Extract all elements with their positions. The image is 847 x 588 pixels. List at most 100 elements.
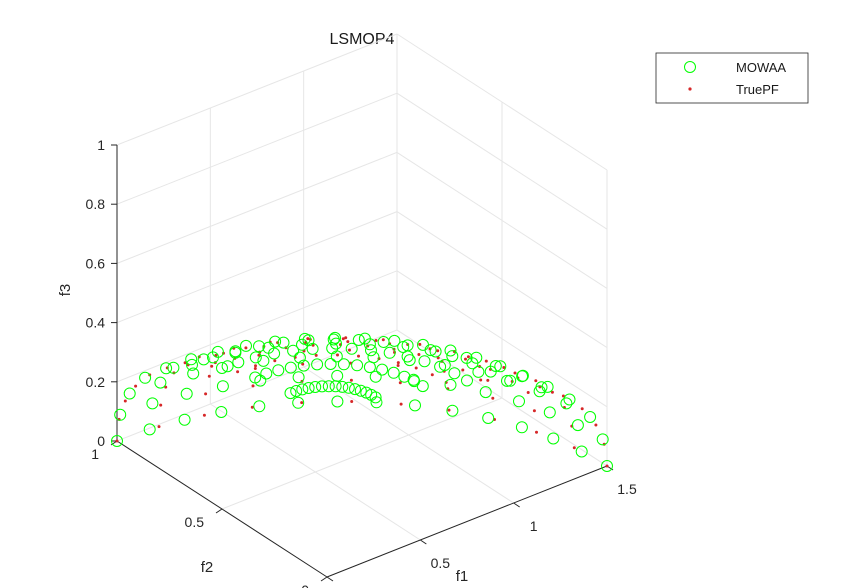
mowaa-point [377, 336, 390, 348]
mowaa-point [438, 359, 451, 371]
mowaa-point [369, 370, 382, 383]
mowaa-point [601, 460, 613, 472]
back-wall-gridline [116, 211, 398, 324]
truepf-point [418, 342, 422, 346]
mowaa-point [257, 354, 270, 367]
truepf-point [348, 348, 351, 352]
truepf-point [123, 399, 127, 403]
mowaa-point [563, 393, 576, 406]
truepf-point [417, 353, 421, 356]
mowaa-point [330, 350, 343, 363]
mowaa-point [365, 344, 377, 357]
mowaa-point [444, 344, 457, 357]
truepf-point [254, 364, 257, 368]
mowaa-point [489, 360, 502, 372]
mowaa-point [316, 380, 328, 393]
mowaa-point [249, 351, 262, 364]
mowaa-point [293, 351, 306, 364]
mowaa-point [446, 404, 459, 417]
truepf-point [436, 349, 440, 353]
truepf-point [466, 355, 470, 359]
y-axis-label: f2 [201, 559, 214, 576]
mowaa-point [448, 367, 461, 380]
z-tick-label: 1 [97, 137, 105, 153]
mowaa-point [186, 358, 198, 371]
mowaa-point [277, 336, 290, 349]
mowaa-point [515, 421, 528, 434]
truepf-point [251, 384, 255, 388]
mowaa-point [187, 367, 200, 380]
mowaa-point [143, 423, 156, 436]
truepf-point [273, 359, 277, 363]
y-tick-label: 0 [301, 582, 309, 588]
truepf-point [250, 405, 254, 409]
legend-marker-truepf [688, 87, 692, 91]
truepf-point [244, 346, 248, 350]
x-tick-mark [420, 539, 427, 545]
mowaa-point [482, 412, 495, 424]
mowaa-point [516, 369, 529, 382]
mowaa-point [388, 334, 401, 347]
mowaa-point [322, 380, 335, 393]
mowaa-point [501, 374, 513, 387]
mowaa-point [216, 362, 228, 374]
mowaa-point [324, 358, 337, 370]
z-axis-label: f3 [57, 284, 74, 297]
mowaa-point [292, 396, 305, 409]
truepf-point [561, 394, 565, 398]
mowaa-point [221, 360, 234, 373]
mowaa-point [154, 376, 167, 389]
truepf-point [183, 361, 187, 365]
truepf-point [430, 373, 434, 377]
mowaa-point [207, 351, 219, 364]
truepf-point [346, 340, 350, 344]
truepf-point [207, 374, 211, 378]
mowaa-point [429, 345, 442, 358]
truepf-point [344, 336, 348, 340]
truepf-point [550, 390, 554, 394]
x-tick-mark [513, 502, 520, 508]
truepf-point [399, 402, 403, 406]
mowaa-point [139, 371, 152, 384]
mowaa-point [560, 397, 573, 410]
y-tick-label: 1 [91, 446, 99, 462]
mowaa-point [329, 380, 342, 393]
mowaa-point [167, 361, 180, 374]
back-wall-gridline [116, 151, 398, 264]
mowaa-point [215, 406, 228, 418]
mowaa-point [337, 358, 350, 371]
mowaa-point [232, 356, 245, 369]
mowaa-point [494, 360, 507, 373]
mowaa-point [403, 354, 416, 367]
mowaa-point [185, 353, 198, 366]
axes-grid [116, 33, 608, 578]
mowaa-point [418, 355, 431, 368]
mowaa-point [472, 365, 485, 378]
mowaa-point [302, 382, 315, 394]
truepf-point [257, 353, 261, 357]
truepf-point [159, 403, 163, 407]
mowaa-point [446, 350, 459, 363]
mowaa-point [287, 344, 300, 357]
truepf-point [491, 396, 495, 400]
z-tick-label: 0.6 [86, 255, 106, 271]
truepf-point [534, 379, 538, 383]
truepf-point [341, 337, 345, 341]
mowaa-point [575, 445, 588, 458]
mowaa-point [376, 363, 389, 376]
truepf-point [381, 338, 385, 342]
truepf-point [605, 464, 609, 468]
mowaa-point [146, 397, 159, 410]
mowaa-point [383, 346, 396, 359]
mowaa-point [479, 386, 492, 399]
mowaa-point [354, 384, 367, 397]
truepf-point [396, 364, 400, 367]
x-tick-mark [326, 576, 334, 582]
truepf-point [349, 378, 353, 382]
mowaa-point [407, 373, 420, 386]
mowaa-point [311, 358, 324, 371]
mowaa-point [296, 383, 309, 396]
mowaa-point [253, 340, 265, 353]
mowaa-point [461, 374, 473, 387]
